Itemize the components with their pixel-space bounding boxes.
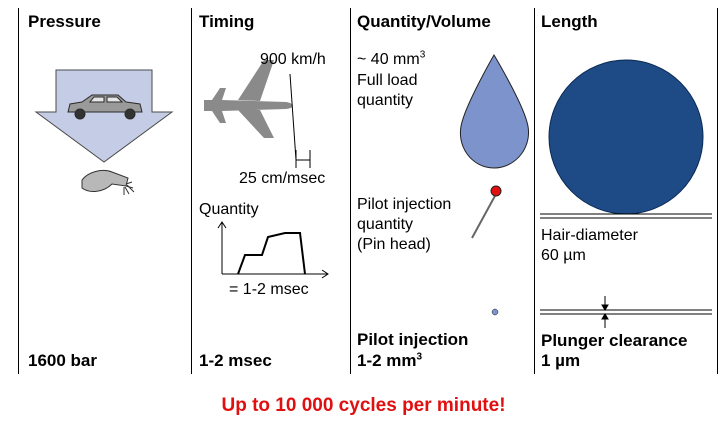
- full-load-label-line2: quantity: [357, 92, 414, 109]
- quantity-axis-label: Quantity: [199, 201, 259, 218]
- column-divider: [191, 8, 192, 374]
- hair-circle-icon: [548, 59, 704, 215]
- speed-distance-marker: [289, 73, 311, 168]
- small-dot-icon: [491, 308, 499, 316]
- quantity-value-line2: 1-2 mm3: [357, 351, 423, 370]
- plunger-clearance-marker: [540, 296, 712, 328]
- pilot-label-line3: (Pin head): [357, 236, 431, 253]
- duration-note: = 1-2 msec: [229, 281, 309, 298]
- injector-nozzle-icon: [81, 169, 135, 195]
- pressure-value: 1600 bar: [28, 351, 97, 370]
- length-value-line2: 1 µm: [541, 351, 581, 370]
- timing-title: Timing: [199, 12, 255, 31]
- pressure-arrow-icon: [34, 69, 174, 163]
- distance-label: 25 cm/msec: [239, 170, 326, 187]
- timing-value: 1-2 msec: [199, 351, 272, 370]
- length-value-line1: Plunger clearance: [541, 331, 688, 350]
- column-divider: [18, 8, 19, 374]
- column-divider: [534, 8, 535, 374]
- cycles-footer: Up to 10 000 cycles per minute!: [221, 395, 506, 416]
- hair-label-line1: Hair-diameter: [541, 227, 638, 244]
- hair-label-line2: 60 µm: [541, 247, 586, 264]
- injection-rate-chart: [217, 221, 329, 279]
- car-icon: [67, 94, 143, 120]
- full-load-amount: ~ 40 mm3: [357, 49, 426, 68]
- pilot-label-line1: Pilot injection: [357, 196, 452, 213]
- droplet-icon: [460, 54, 529, 169]
- pressure-title: Pressure: [28, 12, 101, 31]
- full-load-label-line1: Full load: [357, 72, 418, 89]
- pilot-label-line2: quantity: [357, 216, 414, 233]
- column-divider: [350, 8, 351, 374]
- quantity-value-line1: Pilot injection: [357, 330, 469, 349]
- column-divider: [717, 8, 718, 374]
- length-title: Length: [541, 12, 598, 31]
- hair-surface-lines: [540, 213, 712, 219]
- speed-label: 900 km/h: [260, 51, 326, 68]
- airplane-icon: [204, 60, 293, 138]
- pin-icon: [471, 185, 502, 239]
- quantity-title: Quantity/Volume: [357, 12, 491, 31]
